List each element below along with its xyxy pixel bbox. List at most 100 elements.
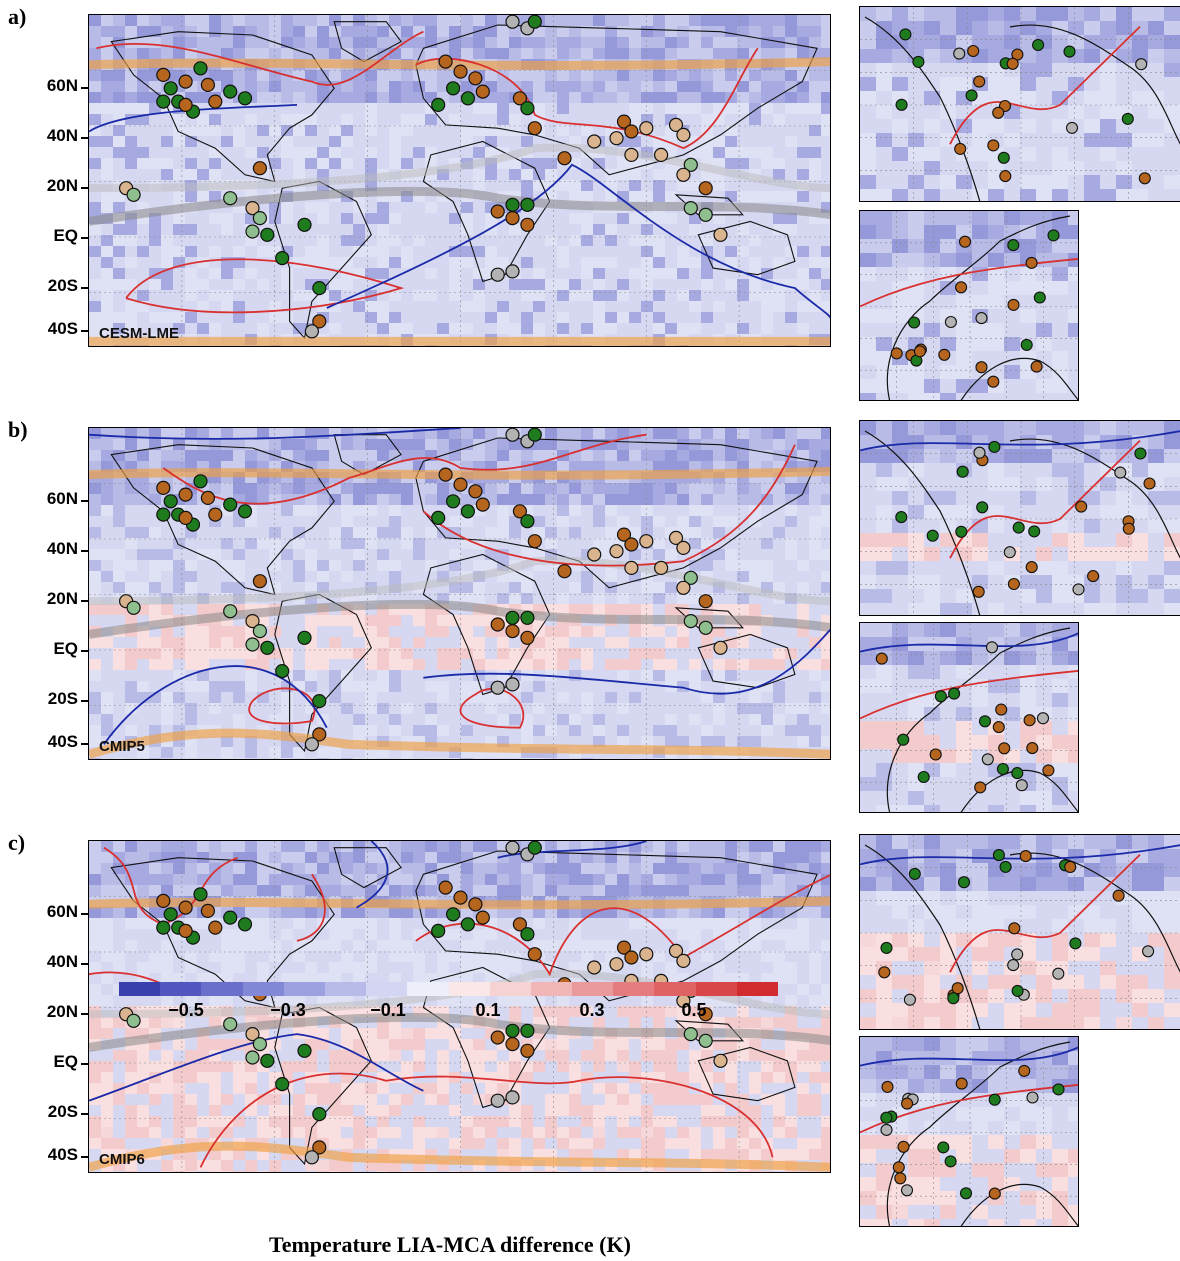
- grid-cell: [773, 637, 786, 649]
- grid-cell: [521, 494, 534, 506]
- proxy-site-marker: [527, 121, 542, 136]
- grid-cell: [641, 279, 654, 291]
- grid-cell: [173, 37, 186, 49]
- grid-cell: [221, 527, 234, 539]
- grid-cell: [972, 379, 989, 394]
- grid-cell: [641, 604, 654, 616]
- grid-cell: [449, 692, 462, 704]
- grid-cell: [305, 147, 318, 159]
- grid-cell: [940, 547, 957, 562]
- grid-cell: [233, 648, 246, 660]
- grid-cell: [761, 472, 774, 484]
- grid-cell: [101, 48, 114, 60]
- grid-cell: [317, 703, 330, 715]
- grid-cell: [509, 703, 522, 715]
- grid-cell: [149, 312, 162, 324]
- grid-cell: [773, 736, 786, 748]
- grid-cell: [689, 103, 702, 115]
- grid-cell: [653, 736, 666, 748]
- grid-cell: [389, 26, 402, 38]
- coastline: [333, 21, 402, 63]
- grid-cell: [497, 758, 510, 759]
- grid-cell: [581, 48, 594, 60]
- grid-cell: [797, 494, 810, 506]
- grid-cell: [725, 103, 738, 115]
- proxy-site-marker: [1025, 256, 1038, 269]
- grid-cell: [233, 450, 246, 462]
- grid-cell: [401, 125, 414, 137]
- grid-cell: [972, 637, 989, 652]
- grid-cell: [317, 26, 330, 38]
- grid-cell: [353, 37, 366, 49]
- grid-cell: [221, 681, 234, 693]
- grid-cell: [545, 703, 558, 715]
- grid-cell: [89, 604, 102, 616]
- grid-cell: [557, 626, 570, 638]
- grid-cell: [293, 659, 306, 671]
- proxy-site-marker: [312, 314, 327, 329]
- grid-cell: [593, 246, 606, 258]
- grid-cell: [449, 615, 462, 627]
- grid-cell: [293, 81, 306, 93]
- grid-cell: [89, 246, 102, 258]
- grid-cell: [557, 114, 570, 126]
- grid-cell: [413, 670, 426, 682]
- grid-cell: [713, 626, 726, 638]
- grid-cell: [161, 103, 174, 115]
- grid-cell: [485, 527, 498, 539]
- proxy-site-marker: [475, 497, 490, 512]
- grid-cell: [377, 637, 390, 649]
- grid-cell: [365, 670, 378, 682]
- grid-cell: [761, 736, 774, 748]
- grid-cell: [1052, 575, 1069, 590]
- grid-cell: [1116, 575, 1133, 590]
- grid-cell: [737, 224, 750, 236]
- grid-cell: [221, 290, 234, 302]
- grid-cell: [269, 439, 282, 451]
- grid-cell: [1164, 161, 1180, 176]
- grid-cell: [677, 290, 690, 302]
- grid-cell: [1100, 533, 1117, 548]
- grid-cell: [353, 323, 366, 335]
- grid-cell: [401, 180, 414, 192]
- grid-cell: [593, 637, 606, 649]
- grid-cell: [860, 63, 877, 78]
- grid-cell: [1020, 63, 1037, 78]
- grid-cell: [389, 714, 402, 726]
- grid-cell: [1004, 491, 1021, 506]
- grid-cell: [629, 648, 642, 660]
- grid-cell: [617, 224, 630, 236]
- grid-cell: [924, 49, 941, 64]
- grid-cell: [665, 257, 678, 269]
- grid-cell: [557, 494, 570, 506]
- grid-cell: [401, 290, 414, 302]
- grid-cell: [701, 235, 714, 247]
- grid-cell: [305, 48, 318, 60]
- grid-cell: [401, 48, 414, 60]
- grid-cell: [1148, 421, 1165, 436]
- proxy-site-marker: [557, 151, 572, 166]
- latitude-label: 40S: [47, 319, 78, 339]
- grid-cell: [377, 428, 390, 440]
- grid-cell: [389, 494, 402, 506]
- grid-cell: [533, 637, 546, 649]
- grid-cell: [89, 92, 102, 104]
- grid-cell: [413, 136, 426, 148]
- grid-cell: [924, 281, 941, 296]
- grid-cell: [257, 202, 270, 214]
- grid-cell: [1052, 561, 1069, 576]
- grid-cell: [113, 560, 126, 572]
- grid-cell: [473, 505, 486, 517]
- grid-cell: [197, 483, 210, 495]
- grid-cell: [197, 301, 210, 313]
- grid-cell: [689, 593, 702, 605]
- grid-cell: [677, 257, 690, 269]
- grid-cell: [940, 393, 957, 400]
- grid-cell: [1052, 533, 1069, 548]
- grid-cell: [317, 428, 330, 440]
- grid-cell: [860, 603, 877, 615]
- grid-cell: [377, 202, 390, 214]
- grid-cell: [605, 428, 618, 440]
- grid-cell: [924, 295, 941, 310]
- grid-cell: [557, 461, 570, 473]
